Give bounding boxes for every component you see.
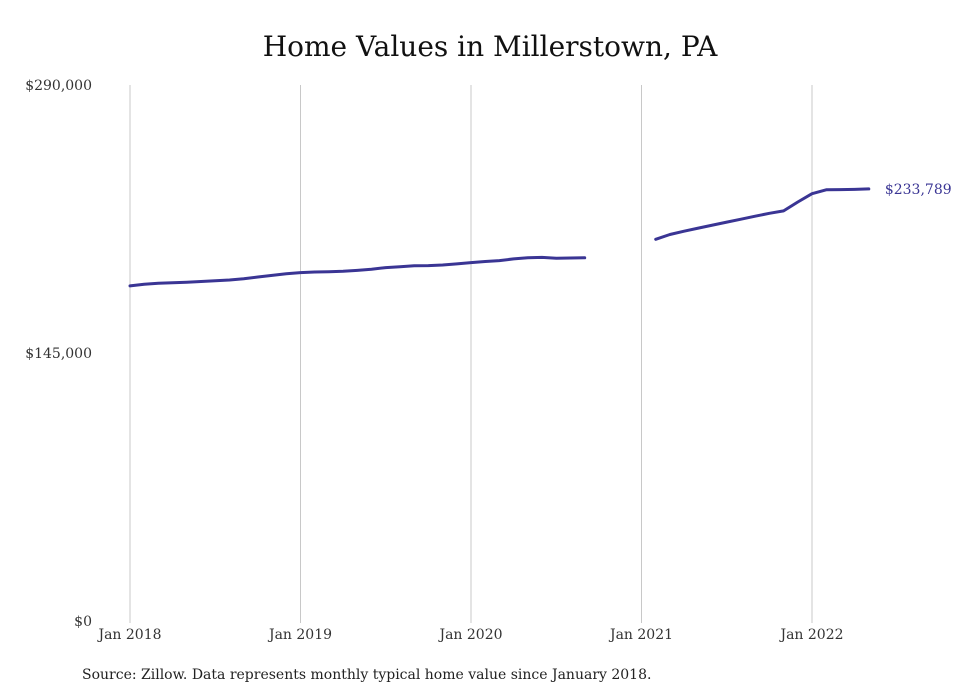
- y-tick-label: $290,000: [25, 78, 92, 94]
- x-tick-label: Jan 2020: [437, 627, 502, 643]
- x-tick-label: Jan 2022: [778, 627, 843, 643]
- series-line-segment: [128, 255, 587, 288]
- x-axis-ticks: Jan 2018 Jan 2019 Jan 2020 Jan 2021 Jan 2022: [96, 627, 843, 643]
- end-value-label: $233,789: [885, 182, 952, 198]
- y-tick-label: $145,000: [25, 346, 92, 362]
- x-tick-label: Jan 2019: [267, 627, 332, 643]
- source-note: Source: Zillow. Data represents monthly …: [82, 667, 652, 683]
- series-line-segment: [654, 187, 871, 241]
- chart-title: Home Values in Millerstown, PA: [262, 30, 718, 63]
- y-axis-ticks: $290,000 $145,000 $0: [25, 78, 92, 630]
- series-lines: [128, 187, 871, 288]
- y-tick-label: $0: [74, 614, 92, 630]
- annotations: $233,789: [885, 182, 952, 198]
- grid-lines: [129, 85, 813, 623]
- x-tick-label: Jan 2021: [608, 627, 673, 643]
- x-tick-label: Jan 2018: [96, 627, 161, 643]
